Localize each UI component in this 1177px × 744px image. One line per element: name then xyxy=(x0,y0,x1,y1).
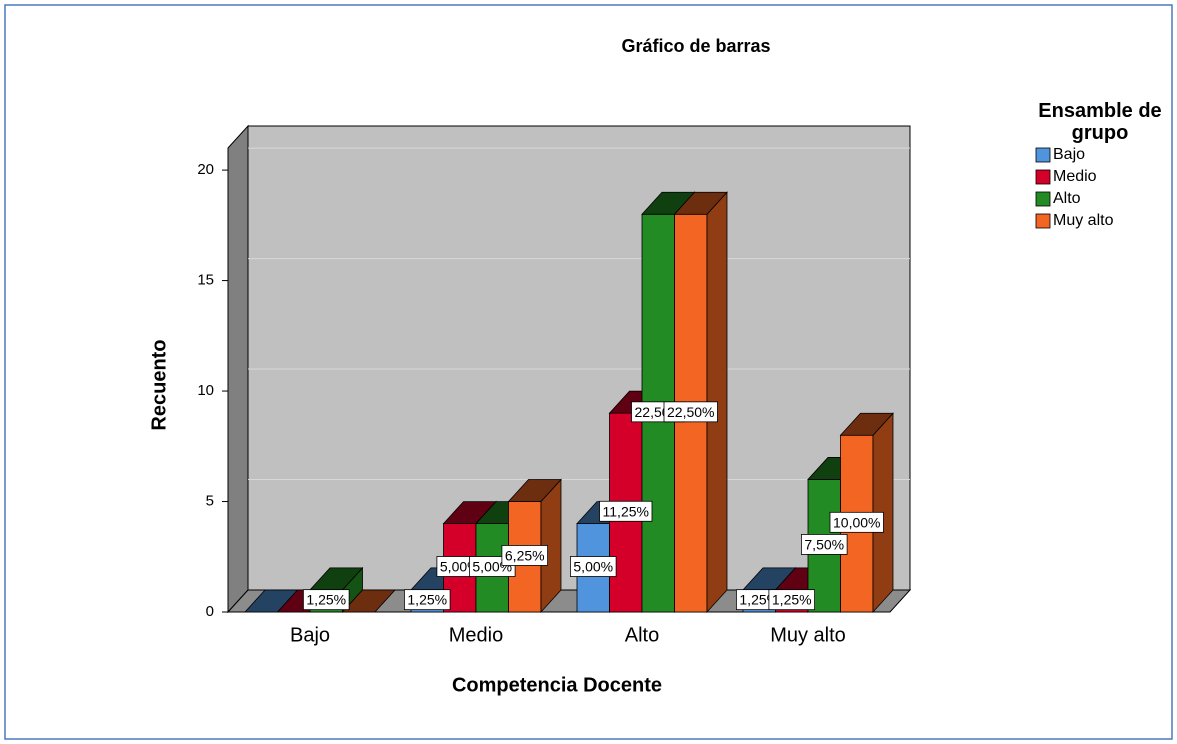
data-label: 22,50% xyxy=(663,401,718,423)
data-label-text: 11,25% xyxy=(603,503,649,519)
chart-title: Gráfico de barras xyxy=(621,36,770,56)
data-label-box xyxy=(800,534,848,555)
data-label-text: 1,25% xyxy=(306,592,346,608)
data-label: 6,25% xyxy=(501,545,549,566)
x-tick-label: Bajo xyxy=(290,624,330,646)
data-label: 1,25% xyxy=(302,589,350,611)
data-label-text: 1,25% xyxy=(407,592,447,608)
data-label-box xyxy=(569,556,617,577)
x-tick-label: Alto xyxy=(625,624,659,646)
data-label-text: 10,00% xyxy=(833,514,880,530)
data-label-box xyxy=(829,511,884,533)
bar-top xyxy=(839,412,894,436)
x-tick-label: Muy alto xyxy=(770,624,846,646)
legend-label: Bajo xyxy=(1053,146,1085,163)
data-label-text: 5,00% xyxy=(573,559,613,575)
x-tick-label: Medio xyxy=(449,624,503,646)
legend-title: Ensamble de grupo xyxy=(1038,100,1162,144)
legend-swatch xyxy=(1035,169,1051,185)
data-label: 10,00% xyxy=(829,511,884,533)
x-axis-title: Competencia Docente xyxy=(452,674,662,696)
legend-label: Medio xyxy=(1053,168,1097,185)
legend-swatch xyxy=(1035,213,1051,229)
data-label-box xyxy=(302,589,350,611)
data-label: 7,50% xyxy=(800,534,848,555)
y-tick-label: 5 xyxy=(206,492,214,509)
left-wall xyxy=(227,124,249,614)
data-label-box xyxy=(663,401,718,423)
bar-top xyxy=(507,479,562,502)
data-label: 1,25% xyxy=(403,589,451,611)
y-tick-label: 15 xyxy=(197,272,214,289)
data-label-box xyxy=(403,589,451,611)
legend-swatch xyxy=(1035,147,1051,163)
data-label-text: 22,50% xyxy=(667,404,714,420)
data-label-text: 1,25% xyxy=(772,592,812,608)
data-label-box xyxy=(599,500,653,522)
y-tick-label: 10 xyxy=(197,382,214,399)
legend-label: Muy alto xyxy=(1053,212,1114,229)
data-label: 1,25% xyxy=(768,589,816,611)
data-label-text: 7,50% xyxy=(804,536,844,552)
legend-label: Alto xyxy=(1053,190,1081,207)
data-label: 5,00% xyxy=(569,556,617,577)
data-label-box xyxy=(768,589,816,611)
data-label-text: 6,25% xyxy=(505,547,545,563)
bar-top xyxy=(673,191,728,215)
data-label: 11,25% xyxy=(599,500,653,522)
y-axis-title: Recuento xyxy=(148,339,170,430)
y-tick-label: 0 xyxy=(206,603,214,620)
bar-top xyxy=(341,589,396,613)
legend-swatch xyxy=(1035,191,1051,207)
y-tick-label: 20 xyxy=(197,161,214,178)
data-label-box xyxy=(501,545,549,566)
